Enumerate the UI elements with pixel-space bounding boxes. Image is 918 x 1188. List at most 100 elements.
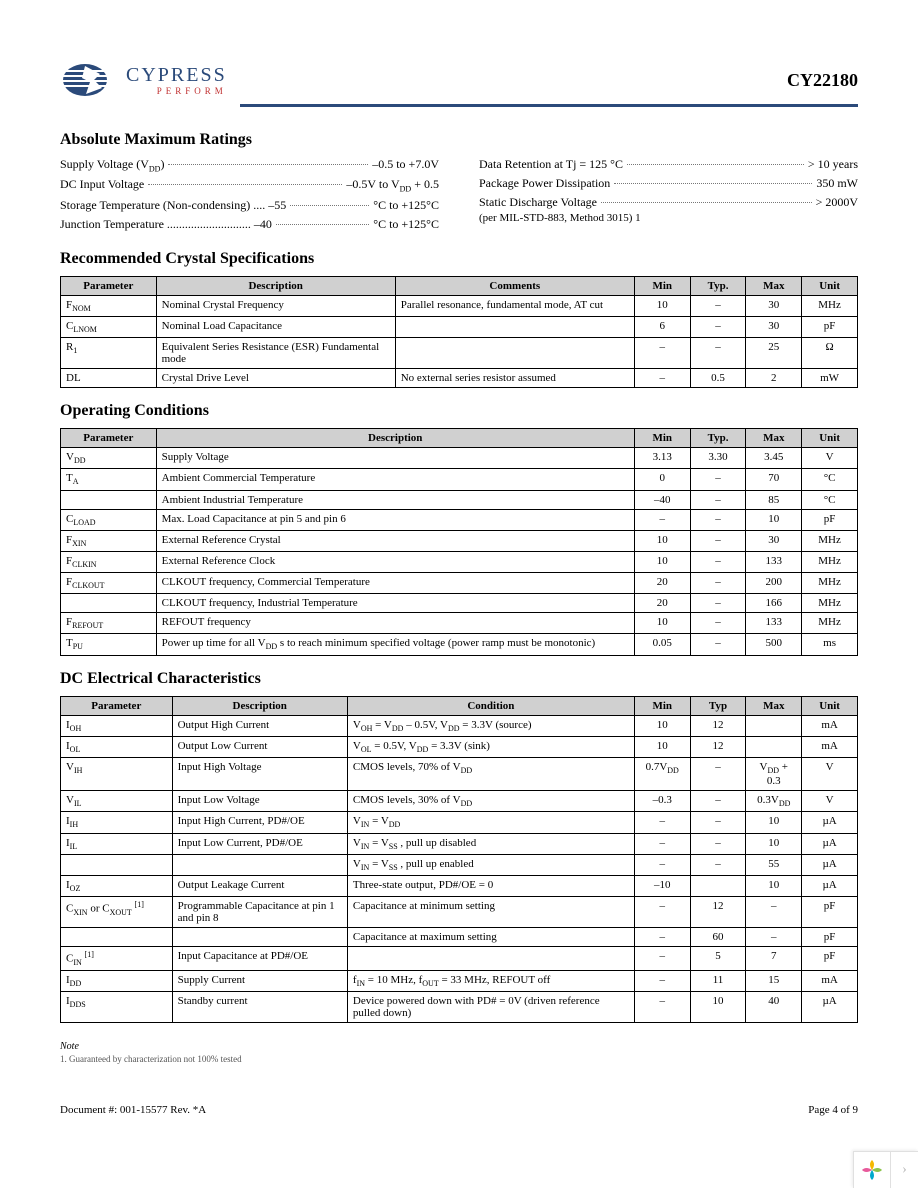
table-cell: – xyxy=(690,316,746,337)
table-cell: µA xyxy=(802,812,858,833)
table-cell: µA xyxy=(802,854,858,875)
table-cell: – xyxy=(634,992,690,1023)
page-header: CYPRESS PERFORM CY22180 xyxy=(60,60,858,100)
table-cell: 12 xyxy=(690,736,746,757)
table-cell: 200 xyxy=(746,573,802,594)
table-cell: 20 xyxy=(634,594,690,613)
column-header: Max xyxy=(746,276,802,295)
column-header: Typ. xyxy=(690,276,746,295)
table-cell: – xyxy=(690,613,746,634)
table-cell: DL xyxy=(61,369,157,388)
table-cell: – xyxy=(690,594,746,613)
table-cell: 10 xyxy=(634,295,690,316)
table-cell: – xyxy=(690,634,746,655)
table-cell: – xyxy=(634,854,690,875)
table-cell: Three-state output, PD#/OE = 0 xyxy=(347,875,634,896)
table-row: Capacitance at maximum setting–60–pF xyxy=(61,928,858,947)
table-cell: Capacitance at maximum setting xyxy=(347,928,634,947)
rating-label: Static Discharge Voltage xyxy=(479,195,597,210)
table-cell: IOL xyxy=(61,736,173,757)
table-cell: mW xyxy=(802,369,858,388)
table-cell: pF xyxy=(802,947,858,971)
rating-value: 350 mW xyxy=(816,176,858,191)
rating-label: Package Power Dissipation xyxy=(479,176,610,191)
table-row: CXIN or CXOUT [1]Programmable Capacitanc… xyxy=(61,897,858,928)
table-cell: Input Capacitance at PD#/OE xyxy=(172,947,347,971)
table-row: Ambient Industrial Temperature–40–85°C xyxy=(61,490,858,509)
table-cell: CLKOUT frequency, Industrial Temperature xyxy=(156,594,634,613)
table-cell: Device powered down with PD# = 0V (drive… xyxy=(347,992,634,1023)
table-cell: Ω xyxy=(802,338,858,369)
rating-value: –0.5 to +7.0V xyxy=(372,157,439,172)
table-row: VDDSupply Voltage3.133.303.45V xyxy=(61,448,858,469)
table-cell: – xyxy=(690,573,746,594)
table-cell: 3.30 xyxy=(690,448,746,469)
table-cell: Nominal Crystal Frequency xyxy=(156,295,395,316)
table-cell: 3.45 xyxy=(746,448,802,469)
table-cell: Power up time for all VDD s to reach min… xyxy=(156,634,634,655)
table-cell: FXIN xyxy=(61,530,157,551)
table-row: IOLOutput Low CurrentVOL = 0.5V, VDD = 3… xyxy=(61,736,858,757)
column-header: Condition xyxy=(347,696,634,715)
table-cell: IIL xyxy=(61,833,173,854)
table-cell: µA xyxy=(802,992,858,1023)
corner-widget[interactable]: › xyxy=(853,1151,918,1188)
column-header: Parameter xyxy=(61,429,157,448)
table-cell: IOZ xyxy=(61,875,173,896)
table-cell: TA xyxy=(61,469,157,490)
column-header: Comments xyxy=(395,276,634,295)
rating-line: DC Input Voltage–0.5V to VDD + 0.5 xyxy=(60,177,439,193)
table-row: IILInput Low Current, PD#/OEVIN = VSS , … xyxy=(61,833,858,854)
table-cell: 133 xyxy=(746,551,802,572)
table-row: IOHOutput High CurrentVOH = VDD – 0.5V, … xyxy=(61,715,858,736)
note-block: Note 1. Guaranteed by characterization n… xyxy=(60,1041,858,1064)
table-cell: mA xyxy=(802,971,858,992)
table-cell: – xyxy=(634,947,690,971)
table-cell: – xyxy=(634,833,690,854)
abs-max-left-col: Supply Voltage (VDD)–0.5 to +7.0VDC Inpu… xyxy=(60,157,439,236)
table-cell: –0.3 xyxy=(634,791,690,812)
table-cell: Input Low Voltage xyxy=(172,791,347,812)
table-cell: MHz xyxy=(802,594,858,613)
abs-max-ratings: Supply Voltage (VDD)–0.5 to +7.0VDC Inpu… xyxy=(60,157,858,236)
table-cell: Ambient Commercial Temperature xyxy=(156,469,634,490)
table-cell: ms xyxy=(802,634,858,655)
chevron-right-icon[interactable]: › xyxy=(890,1152,918,1188)
rating-value: > 2000V xyxy=(816,195,858,210)
table-cell: 0.3VDD xyxy=(746,791,802,812)
logo: CYPRESS PERFORM xyxy=(60,60,227,100)
table-cell: – xyxy=(690,295,746,316)
table-cell: Output High Current xyxy=(172,715,347,736)
table-cell: –10 xyxy=(634,875,690,896)
table-cell xyxy=(172,928,347,947)
rating-value: > 10 years xyxy=(808,157,858,172)
dc-characteristics-table: ParameterDescriptionConditionMinTypMaxUn… xyxy=(60,696,858,1024)
table-cell: VIH xyxy=(61,758,173,791)
note-text: 1. Guaranteed by characterization not 10… xyxy=(60,1054,858,1064)
table-row: FCLKINExternal Reference Clock10–133MHz xyxy=(61,551,858,572)
table-cell: VDD + 0.3 xyxy=(746,758,802,791)
table-cell: – xyxy=(634,971,690,992)
table-cell: IDD xyxy=(61,971,173,992)
table-cell: –40 xyxy=(634,490,690,509)
table-cell: IOH xyxy=(61,715,173,736)
footer-doc-number: Document #: 001-15577 Rev. *A xyxy=(60,1104,206,1116)
table-cell: Programmable Capacitance at pin 1 and pi… xyxy=(172,897,347,928)
table-cell: CLKOUT frequency, Commercial Temperature xyxy=(156,573,634,594)
table-cell: V xyxy=(802,448,858,469)
table-cell: – xyxy=(690,812,746,833)
table-cell: 10 xyxy=(634,736,690,757)
table-cell: pF xyxy=(802,897,858,928)
table-cell: VIN = VSS , pull up enabled xyxy=(347,854,634,875)
table-cell: – xyxy=(690,758,746,791)
table-cell: Input High Voltage xyxy=(172,758,347,791)
table-cell: – xyxy=(634,928,690,947)
table-cell: 70 xyxy=(746,469,802,490)
column-header: Typ. xyxy=(690,429,746,448)
table-cell xyxy=(172,854,347,875)
table-row: IDDSupply CurrentfIN = 10 MHz, fOUT = 33… xyxy=(61,971,858,992)
section-title-operating: Operating Conditions xyxy=(60,402,858,420)
table-cell: 10 xyxy=(634,530,690,551)
table-cell: Supply Voltage xyxy=(156,448,634,469)
table-cell: pF xyxy=(802,509,858,530)
